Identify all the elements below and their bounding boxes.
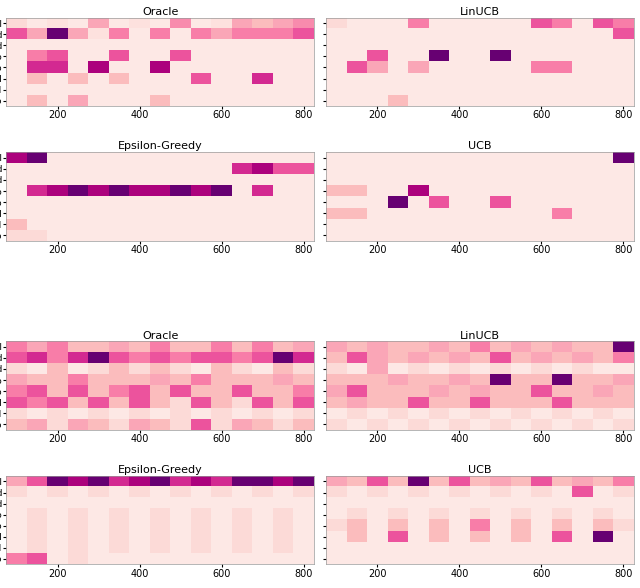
Title: LinUCB: LinUCB bbox=[460, 7, 500, 17]
Title: Oracle: Oracle bbox=[142, 330, 179, 340]
Title: Oracle: Oracle bbox=[142, 7, 179, 17]
Title: Epsilon-Greedy: Epsilon-Greedy bbox=[118, 142, 202, 152]
Title: LinUCB: LinUCB bbox=[460, 330, 500, 340]
Title: Epsilon-Greedy: Epsilon-Greedy bbox=[118, 465, 202, 475]
Title: UCB: UCB bbox=[468, 142, 492, 152]
Title: UCB: UCB bbox=[468, 465, 492, 475]
